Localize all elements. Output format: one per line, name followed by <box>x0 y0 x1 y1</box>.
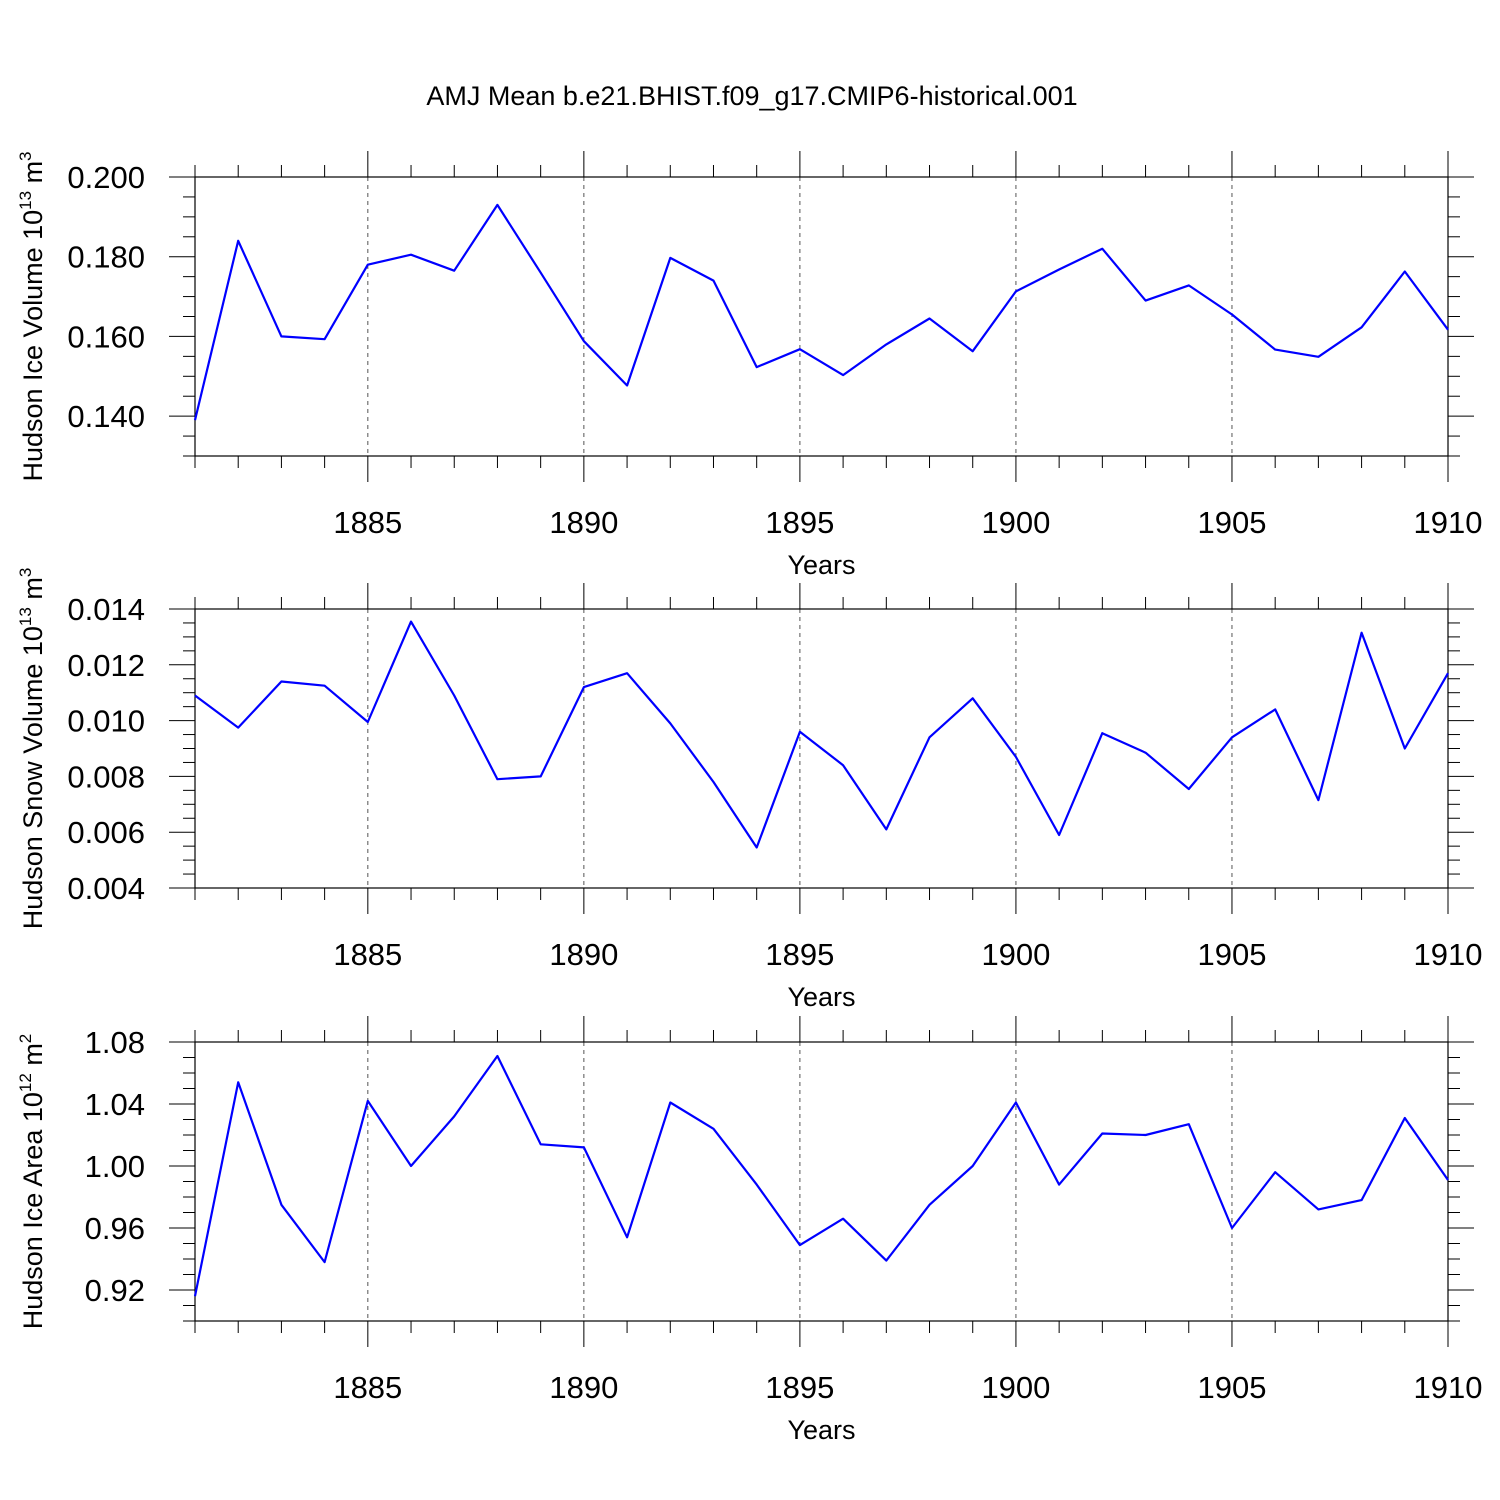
y-tick-label: 0.004 <box>67 871 145 906</box>
x-tick-label: 1900 <box>981 1370 1050 1405</box>
x-tick-label: 1885 <box>333 1370 402 1405</box>
y-tick-label: 0.008 <box>67 759 145 794</box>
y-axis-label: Hudson Ice Area 1012 m2 <box>16 1034 48 1330</box>
y-tick-label: 0.96 <box>85 1211 145 1246</box>
series-line <box>193 1054 1449 1297</box>
y-tick-label: 0.014 <box>67 592 145 627</box>
series-line <box>194 620 1449 849</box>
x-tick-label: 1890 <box>549 505 618 540</box>
plot-frame <box>194 608 1449 889</box>
x-tick-label: 1910 <box>1414 937 1483 972</box>
y-tick-label: 0.200 <box>67 160 145 195</box>
x-tick-label: 1895 <box>765 937 834 972</box>
x-tick-label: 1895 <box>765 1370 834 1405</box>
chart-panel-2: 0.004 0.006 0.008 0.010 0.012 0.014 1885 1890 18… <box>16 568 1482 1012</box>
y-tick-label: 0.006 <box>67 815 145 850</box>
y-tick-label: 0.012 <box>67 648 145 683</box>
x-tick-label: 1900 <box>981 505 1050 540</box>
x-tick-label: 1890 <box>549 937 618 972</box>
x-axis-label: Years <box>787 550 855 580</box>
y-tick-label: 1.00 <box>85 1149 145 1184</box>
x-axis-label: Years <box>787 1415 855 1445</box>
x-tick-label: 1905 <box>1197 505 1266 540</box>
x-tick-label: 1900 <box>981 937 1050 972</box>
series-line <box>193 203 1449 421</box>
y-tick-label: 0.92 <box>85 1273 145 1308</box>
y-tick-label: 0.140 <box>67 399 145 434</box>
x-tick-label: 1885 <box>333 937 402 972</box>
figure-title: AMJ Mean b.e21.BHIST.f09_g17.CMIP6-histo… <box>426 81 1077 111</box>
chart-panel-1: 0.140 0.160 0.180 0.200 1885 1890 1895 1900 1905… <box>16 151 1482 580</box>
panels: 0.140 0.160 0.180 0.200 1885 1890 1895 1900 1905… <box>16 151 1482 1445</box>
y-tick-label: 0.010 <box>67 704 145 739</box>
y-tick-label: 1.04 <box>85 1087 145 1122</box>
y-tick-label: 0.180 <box>67 240 145 275</box>
plot-frame <box>194 1041 1449 1322</box>
x-tick-label: 1905 <box>1197 1370 1266 1405</box>
x-axis-label: Years <box>787 982 855 1012</box>
y-tick-label: 0.160 <box>67 319 145 354</box>
x-tick-label: 1910 <box>1414 505 1483 540</box>
chart-panel-3: 0.92 0.96 1.00 1.04 1.08 1885 1890 1895 1900 1905… <box>16 1016 1482 1445</box>
y-tick-label: 1.08 <box>85 1025 145 1060</box>
plot-frame <box>194 176 1449 457</box>
y-axis-label: Hudson Snow Volume 1013 m3 <box>16 568 48 930</box>
x-tick-label: 1905 <box>1197 937 1266 972</box>
x-tick-label: 1885 <box>333 505 402 540</box>
x-tick-label: 1895 <box>765 505 834 540</box>
y-axis-label: Hudson Ice Volume 1013 m3 <box>16 151 48 481</box>
x-tick-label: 1890 <box>549 1370 618 1405</box>
x-tick-label: 1910 <box>1414 1370 1483 1405</box>
